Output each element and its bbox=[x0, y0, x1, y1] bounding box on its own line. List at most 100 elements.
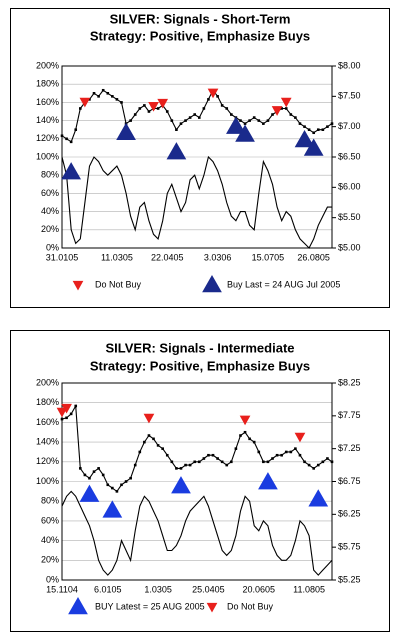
point bbox=[170, 119, 174, 122]
point bbox=[101, 88, 105, 92]
point bbox=[239, 119, 242, 122]
chart-title: SILVER: Signals - Short-Term bbox=[110, 11, 291, 26]
point bbox=[106, 483, 110, 487]
signal-marker bbox=[294, 130, 315, 148]
point bbox=[92, 470, 96, 473]
point bbox=[330, 460, 334, 464]
signal-marker bbox=[79, 484, 100, 502]
y2-tick-label: $8.25 bbox=[338, 377, 361, 387]
point bbox=[115, 98, 119, 101]
y-tick-label: 100% bbox=[36, 476, 59, 486]
point bbox=[230, 113, 233, 116]
point bbox=[307, 463, 311, 467]
y-tick-label: 60% bbox=[41, 515, 59, 525]
point bbox=[65, 137, 68, 141]
panel bbox=[10, 330, 390, 632]
y-tick-label: 80% bbox=[41, 170, 59, 180]
y2-tick-label: $8.00 bbox=[338, 60, 361, 70]
signal-marker bbox=[271, 106, 283, 116]
y-tick-label: 20% bbox=[41, 555, 59, 565]
x-tick-label: 1.0305 bbox=[144, 584, 172, 594]
point bbox=[197, 116, 201, 119]
point bbox=[156, 444, 160, 447]
point bbox=[262, 122, 265, 125]
point bbox=[60, 134, 64, 138]
point bbox=[252, 116, 256, 119]
point bbox=[156, 107, 160, 110]
series-line bbox=[61, 155, 332, 249]
point bbox=[193, 113, 197, 116]
point bbox=[147, 434, 151, 437]
chart-subtitle: Strategy: Positive, Emphasize Buys bbox=[90, 28, 310, 43]
point bbox=[239, 434, 242, 437]
point bbox=[175, 467, 178, 470]
y-tick-label: 0% bbox=[46, 574, 59, 584]
y-tick-label: 80% bbox=[41, 496, 59, 506]
point bbox=[248, 119, 251, 122]
point bbox=[289, 113, 293, 116]
y-tick-label: 160% bbox=[36, 97, 59, 107]
point bbox=[170, 460, 174, 464]
point bbox=[129, 119, 132, 122]
point bbox=[280, 107, 283, 110]
point bbox=[74, 404, 78, 408]
point bbox=[133, 463, 137, 467]
legend-label: Do Not Buy bbox=[227, 601, 274, 611]
point bbox=[138, 107, 142, 110]
y-tick-label: 20% bbox=[41, 224, 59, 234]
y2-tick-label: $6.75 bbox=[338, 476, 361, 486]
y-tick-label: 160% bbox=[36, 417, 59, 427]
y-tick-label: 200% bbox=[36, 377, 59, 387]
point bbox=[257, 450, 261, 454]
signal-marker bbox=[258, 472, 278, 490]
y-tick-label: 0% bbox=[46, 242, 59, 252]
point bbox=[120, 101, 123, 104]
point bbox=[303, 460, 306, 464]
point bbox=[207, 98, 210, 101]
point bbox=[289, 450, 293, 454]
point bbox=[83, 473, 87, 477]
point bbox=[262, 460, 265, 464]
y-tick-label: 140% bbox=[36, 115, 59, 125]
x-tick-label: 31.0105 bbox=[46, 252, 79, 262]
point bbox=[152, 437, 155, 441]
point bbox=[220, 460, 224, 464]
point bbox=[111, 486, 114, 490]
point bbox=[124, 480, 128, 483]
point bbox=[97, 467, 100, 470]
point bbox=[243, 122, 247, 125]
x-tick-label: 26.0805 bbox=[297, 252, 330, 262]
x-tick-label: 25.0405 bbox=[192, 584, 225, 594]
point bbox=[115, 490, 119, 493]
legend-label: BUY Latest = 25 AUG 2005 bbox=[95, 601, 205, 611]
signal-marker bbox=[143, 413, 155, 424]
point bbox=[230, 460, 233, 464]
x-tick-label: 6.0105 bbox=[94, 584, 122, 594]
point bbox=[216, 95, 219, 98]
plot-frame bbox=[61, 382, 333, 581]
point bbox=[216, 457, 219, 460]
chart-subtitle: Strategy: Positive, Emphasize Buys bbox=[90, 358, 310, 373]
point bbox=[225, 463, 229, 467]
legend-label: Do Not Buy bbox=[95, 279, 142, 289]
point bbox=[275, 453, 279, 457]
signal-marker bbox=[61, 403, 72, 414]
y-tick-label: 180% bbox=[36, 397, 59, 407]
point bbox=[284, 107, 288, 110]
point bbox=[193, 460, 197, 464]
signal-marker bbox=[61, 162, 82, 180]
signal-marker bbox=[79, 97, 91, 108]
point bbox=[175, 128, 178, 131]
point bbox=[188, 116, 192, 119]
y2-tick-label: $7.50 bbox=[338, 91, 361, 101]
point bbox=[220, 104, 224, 107]
point bbox=[284, 450, 288, 454]
signal-marker bbox=[239, 415, 251, 426]
point bbox=[197, 460, 201, 464]
legend-marker bbox=[68, 596, 88, 615]
signal-marker bbox=[56, 407, 68, 418]
point bbox=[65, 416, 68, 420]
signal-marker bbox=[235, 124, 255, 142]
point bbox=[248, 437, 251, 441]
